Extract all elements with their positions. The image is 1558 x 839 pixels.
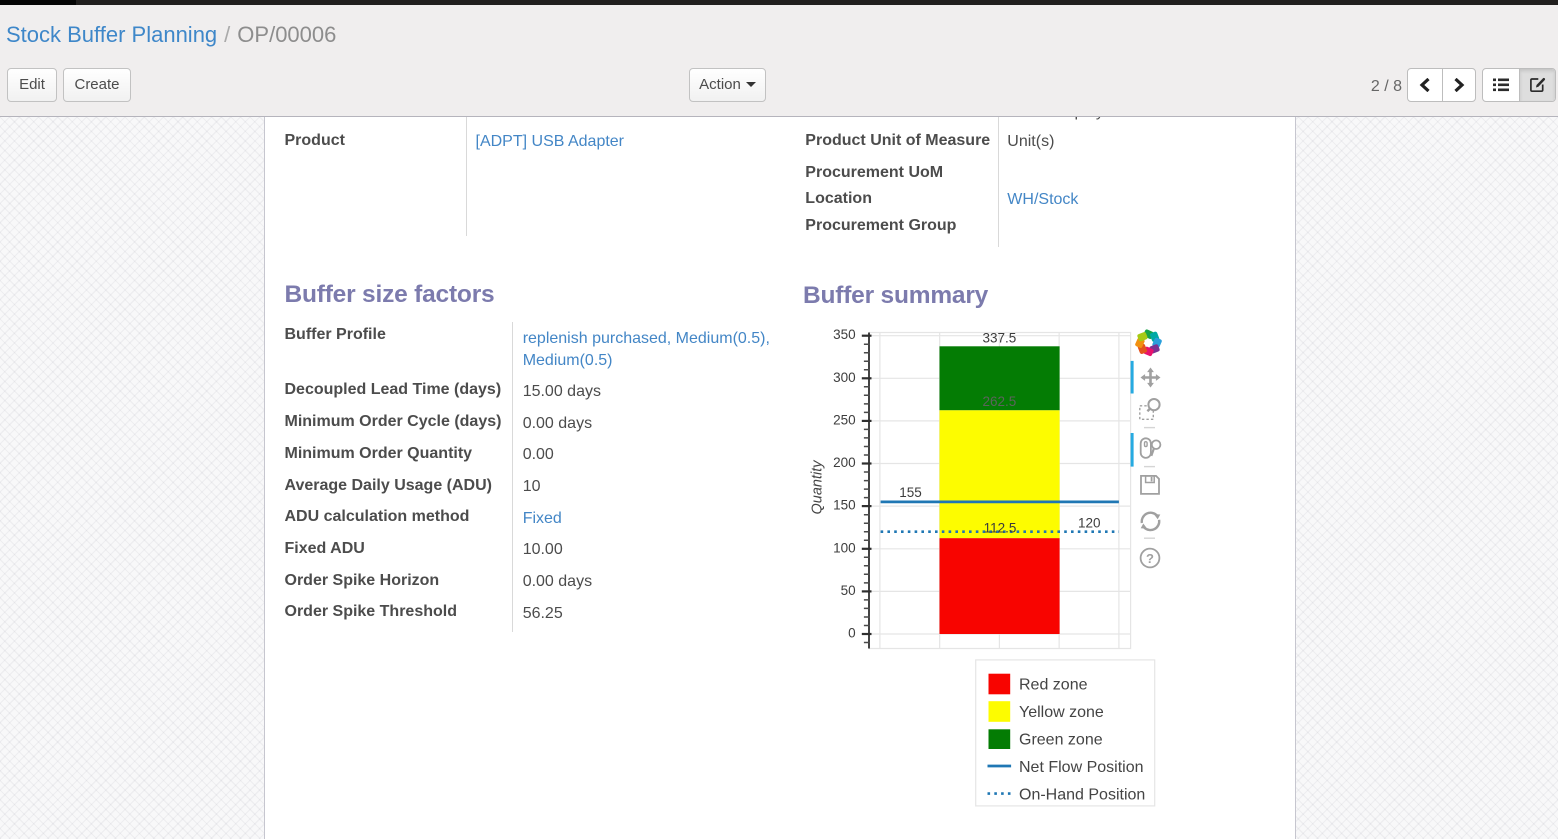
svg-text:150: 150: [833, 498, 856, 513]
svg-text:350: 350: [833, 327, 856, 342]
svg-text:112.5: 112.5: [984, 521, 1017, 536]
svg-text:120: 120: [1078, 516, 1101, 531]
svg-text:250: 250: [833, 412, 856, 427]
svg-text:?: ?: [1146, 551, 1154, 566]
svg-text:On-Hand Position: On-Hand Position: [1019, 786, 1145, 803]
svg-text:Green zone: Green zone: [1019, 732, 1103, 749]
svg-text:0: 0: [848, 626, 856, 641]
svg-text:200: 200: [833, 455, 856, 470]
svg-text:Yellow zone: Yellow zone: [1019, 704, 1104, 721]
svg-text:Net Flow Position: Net Flow Position: [1019, 759, 1144, 776]
svg-text:262.5: 262.5: [983, 394, 1017, 409]
svg-text:155: 155: [899, 485, 922, 500]
svg-text:50: 50: [841, 583, 856, 598]
svg-text:Red zone: Red zone: [1019, 677, 1088, 694]
svg-text:100: 100: [833, 540, 856, 555]
svg-text:337.5: 337.5: [983, 331, 1017, 346]
svg-text:Quantity: Quantity: [810, 460, 826, 515]
svg-text:300: 300: [833, 370, 856, 385]
